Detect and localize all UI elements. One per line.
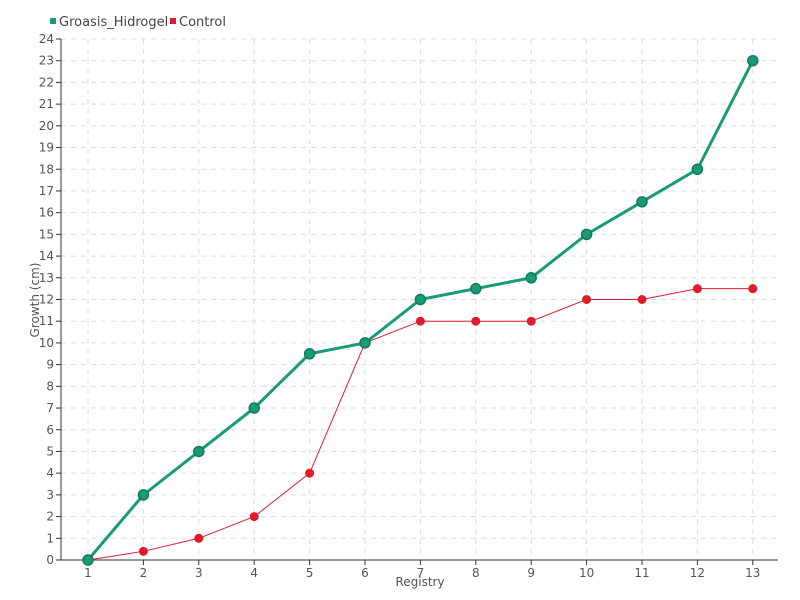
- data-point-groasis-hidrogel: [580, 228, 593, 241]
- y-tick-label: 0: [46, 553, 54, 567]
- data-point-groasis-hidrogel: [747, 54, 759, 67]
- data-point-control: [249, 512, 259, 522]
- x-tick-label: 6: [361, 566, 369, 580]
- data-point-groasis-hidrogel: [525, 272, 537, 284]
- y-tick-label: 4: [46, 466, 54, 480]
- x-tick-label: 13: [745, 566, 760, 580]
- y-tick-label: 22: [39, 75, 54, 89]
- data-point-groasis-hidrogel: [248, 402, 260, 414]
- data-point-groasis-hidrogel: [303, 348, 316, 360]
- data-point-groasis-hidrogel: [359, 337, 371, 349]
- legend-label-control: Control: [179, 15, 226, 30]
- data-point-control: [138, 546, 148, 556]
- x-tick-label: 3: [195, 566, 203, 580]
- x-axis-title: Registry: [395, 575, 444, 589]
- x-tick-label: 5: [306, 566, 314, 580]
- legend-swatch-groasis-hidrogel: [50, 18, 56, 24]
- y-tick-label: 16: [39, 206, 54, 220]
- y-tick-label: 11: [39, 314, 54, 328]
- data-point-groasis-hidrogel: [470, 282, 482, 295]
- y-tick-label: 5: [46, 444, 54, 458]
- y-tick-label: 7: [46, 401, 54, 415]
- data-point-control: [748, 284, 758, 294]
- x-tick-label: 9: [527, 566, 535, 580]
- x-axis-ticks: 1 2 3 4 5 6 7 8 9 10 11 12 13: [84, 560, 760, 580]
- x-tick-label: 1: [84, 566, 92, 580]
- y-tick-label: 20: [39, 119, 54, 133]
- data-point-groasis-hidrogel: [414, 293, 427, 306]
- x-tick-label: 11: [634, 566, 649, 580]
- y-tick-label: 1: [46, 531, 54, 545]
- data-point-control: [471, 316, 481, 326]
- y-tick-label: 13: [39, 271, 54, 285]
- x-tick-label: 10: [579, 566, 594, 580]
- y-axis-title: Growth (cm): [28, 263, 42, 338]
- data-point-control: [692, 284, 702, 294]
- x-tick-label: 7: [417, 566, 425, 580]
- x-tick-label: 4: [250, 566, 258, 580]
- y-tick-label: 15: [39, 227, 54, 241]
- y-tick-label: 23: [39, 54, 54, 68]
- y-tick-label: 10: [39, 336, 54, 350]
- series-points: [82, 54, 759, 566]
- y-tick-label: 14: [39, 249, 54, 263]
- y-tick-label: 18: [39, 162, 54, 176]
- legend-swatch-control: [170, 18, 176, 24]
- legend: Groasis_Hidrogel Control: [50, 15, 226, 30]
- y-tick-label: 19: [39, 141, 54, 155]
- y-tick-label: 24: [39, 32, 54, 46]
- y-tick-label: 3: [46, 488, 54, 502]
- y-tick-label: 9: [46, 358, 54, 372]
- y-tick-label: 12: [39, 293, 54, 307]
- x-tick-label: 8: [472, 566, 480, 580]
- data-point-groasis-hidrogel: [193, 445, 205, 458]
- data-point-groasis-hidrogel: [691, 163, 704, 175]
- y-tick-label: 17: [39, 184, 54, 198]
- data-point-groasis-hidrogel: [636, 196, 648, 208]
- legend-label-groasis-hidrogel: Groasis_Hidrogel: [59, 15, 168, 30]
- data-point-control: [415, 316, 425, 326]
- data-point-groasis-hidrogel: [137, 489, 150, 501]
- data-point-control: [526, 316, 536, 326]
- data-point-groasis-hidrogel: [82, 554, 94, 566]
- data-point-control: [194, 533, 204, 543]
- y-tick-label: 6: [46, 423, 54, 437]
- x-tick-label: 12: [690, 566, 705, 580]
- y-tick-label: 8: [46, 379, 54, 393]
- data-point-control: [582, 295, 592, 304]
- y-tick-label: 2: [46, 510, 54, 524]
- data-point-control: [305, 468, 315, 478]
- x-tick-label: 2: [140, 566, 148, 580]
- y-tick-label: 21: [39, 97, 54, 111]
- data-point-control: [637, 295, 647, 304]
